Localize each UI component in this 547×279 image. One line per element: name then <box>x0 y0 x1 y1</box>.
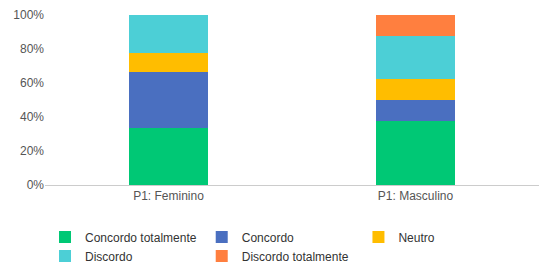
svg-text:P1: Feminino: P1: Feminino <box>133 189 204 203</box>
svg-text:Neutro: Neutro <box>398 231 434 245</box>
svg-text:Discordo: Discordo <box>85 250 133 264</box>
svg-text:80%: 80% <box>20 42 44 56</box>
svg-text:100%: 100% <box>13 8 44 22</box>
svg-text:60%: 60% <box>20 76 44 90</box>
svg-text:P1: Masculino: P1: Masculino <box>378 189 454 203</box>
svg-text:Concordo: Concordo <box>242 231 294 245</box>
svg-text:20%: 20% <box>20 144 44 158</box>
svg-text:40%: 40% <box>20 110 44 124</box>
svg-text:0%: 0% <box>27 178 45 192</box>
svg-text:Discordo totalmente: Discordo totalmente <box>242 250 349 264</box>
svg-text:Concordo totalmente: Concordo totalmente <box>85 231 197 245</box>
